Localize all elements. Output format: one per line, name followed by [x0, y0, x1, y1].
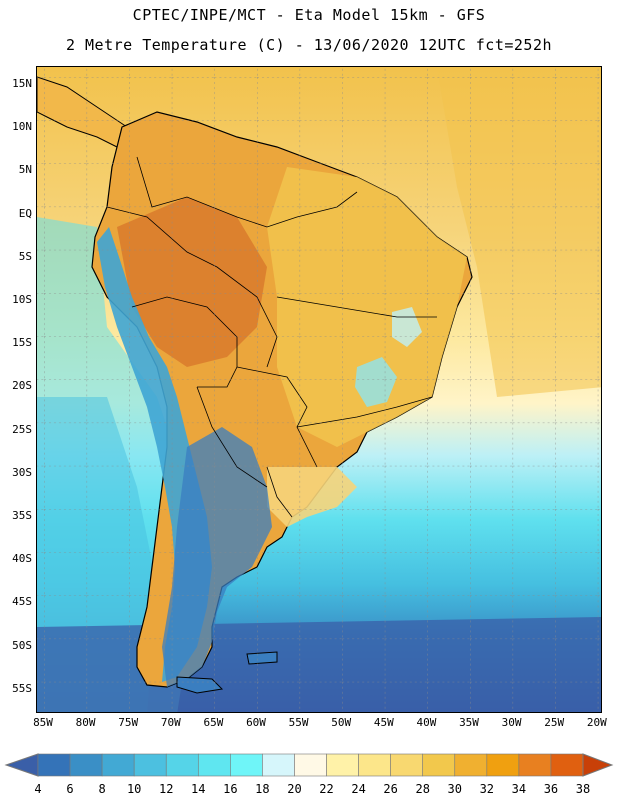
colorbar-tick-label: 24: [351, 782, 366, 796]
lat-label: 50S: [12, 638, 32, 652]
colorbar-tick-label: 4: [34, 782, 42, 796]
colorbar-swatch: [37, 753, 71, 777]
lat-label: 55S: [12, 681, 32, 695]
lat-label: 5N: [18, 163, 32, 177]
lat-label: 40S: [12, 552, 32, 566]
colorbar-swatch: [230, 753, 263, 777]
colorbar-max-arrow: [582, 753, 614, 777]
lon-label: 45W: [373, 716, 394, 729]
lon-label: 80W: [75, 716, 96, 729]
colorbar-tick-label: 6: [66, 782, 74, 796]
colorbar-tick-label: 8: [98, 782, 106, 796]
colorbar-swatch: [550, 753, 584, 777]
colorbar-tick-label: 28: [415, 782, 430, 796]
colorbar-tick-label: 32: [479, 782, 495, 796]
lon-label: 50W: [331, 716, 352, 729]
lat-label: EQ: [18, 206, 32, 220]
colorbar-swatch: [101, 753, 135, 777]
lon-label: 70W: [160, 716, 181, 729]
colorbar-tick-label: 38: [575, 782, 591, 796]
colorbar-swatch: [69, 753, 103, 777]
colorbar-swatch: [518, 753, 552, 777]
colorbar-tick-label: 34: [511, 782, 527, 796]
temperature-map: [36, 66, 602, 713]
colorbar-tick-label: 14: [191, 782, 206, 796]
colorbar-tick-label: 16: [223, 782, 238, 796]
colorbar-swatch: [294, 753, 327, 777]
lon-label: 60W: [246, 716, 266, 729]
colorbar-swatch: [197, 753, 231, 777]
lat-label: 45S: [12, 595, 32, 609]
lat-label: 25S: [12, 422, 32, 436]
colorbar-swatch: [390, 753, 424, 777]
colorbar-swatch: [262, 753, 295, 777]
colorbar-min-arrow: [4, 753, 39, 777]
lon-label: 85W: [33, 716, 53, 729]
colorbar-tick-label: 18: [255, 782, 270, 796]
lon-label: 35W: [459, 716, 479, 729]
chart-title-line1: CPTEC/INPE/MCT - Eta Model 15km - GFS: [132, 6, 486, 24]
colorbar-swatch: [486, 753, 520, 777]
lat-label: 15S: [12, 336, 32, 350]
lat-label: 35S: [12, 509, 32, 522]
lat-label: 10S: [12, 293, 32, 306]
colorbar-swatch: [422, 753, 456, 777]
colorbar-swatch: [165, 753, 199, 777]
colorbar-tick-label: 20: [287, 782, 302, 796]
graticule: [37, 67, 601, 712]
lon-label: 75W: [118, 716, 139, 729]
colorbar-tick-label: 26: [383, 782, 398, 796]
lat-label: 15N: [12, 77, 32, 90]
lon-label: 40W: [416, 716, 437, 729]
lat-label: 20S: [12, 379, 32, 393]
colorbar-tick-label: 36: [543, 782, 559, 796]
colorbar-swatch: [326, 753, 359, 777]
colorbar-swatch: [454, 753, 488, 777]
lat-label: 5S: [18, 249, 32, 263]
colorbar-swatch: [358, 753, 391, 777]
lon-label: 65W: [203, 716, 224, 729]
chart-title-line2: 2 Metre Temperature (C) - 13/06/2020 12U…: [65, 36, 553, 54]
lat-label: 10N: [12, 120, 32, 134]
colorbar: [4, 753, 614, 777]
colorbar-tick-label: 12: [159, 782, 174, 796]
lat-label: 30S: [12, 465, 32, 479]
lon-label: 55W: [288, 716, 309, 729]
map-canvas: [37, 67, 601, 712]
lon-label: 20W: [586, 716, 607, 729]
lon-label: 30W: [501, 716, 522, 729]
lon-label: 25W: [544, 716, 565, 729]
colorbar-tick-label: 22: [319, 782, 334, 796]
colorbar-tick-label: 30: [447, 782, 462, 796]
colorbar-tick-label: 10: [126, 782, 142, 796]
colorbar-swatch: [133, 753, 167, 777]
